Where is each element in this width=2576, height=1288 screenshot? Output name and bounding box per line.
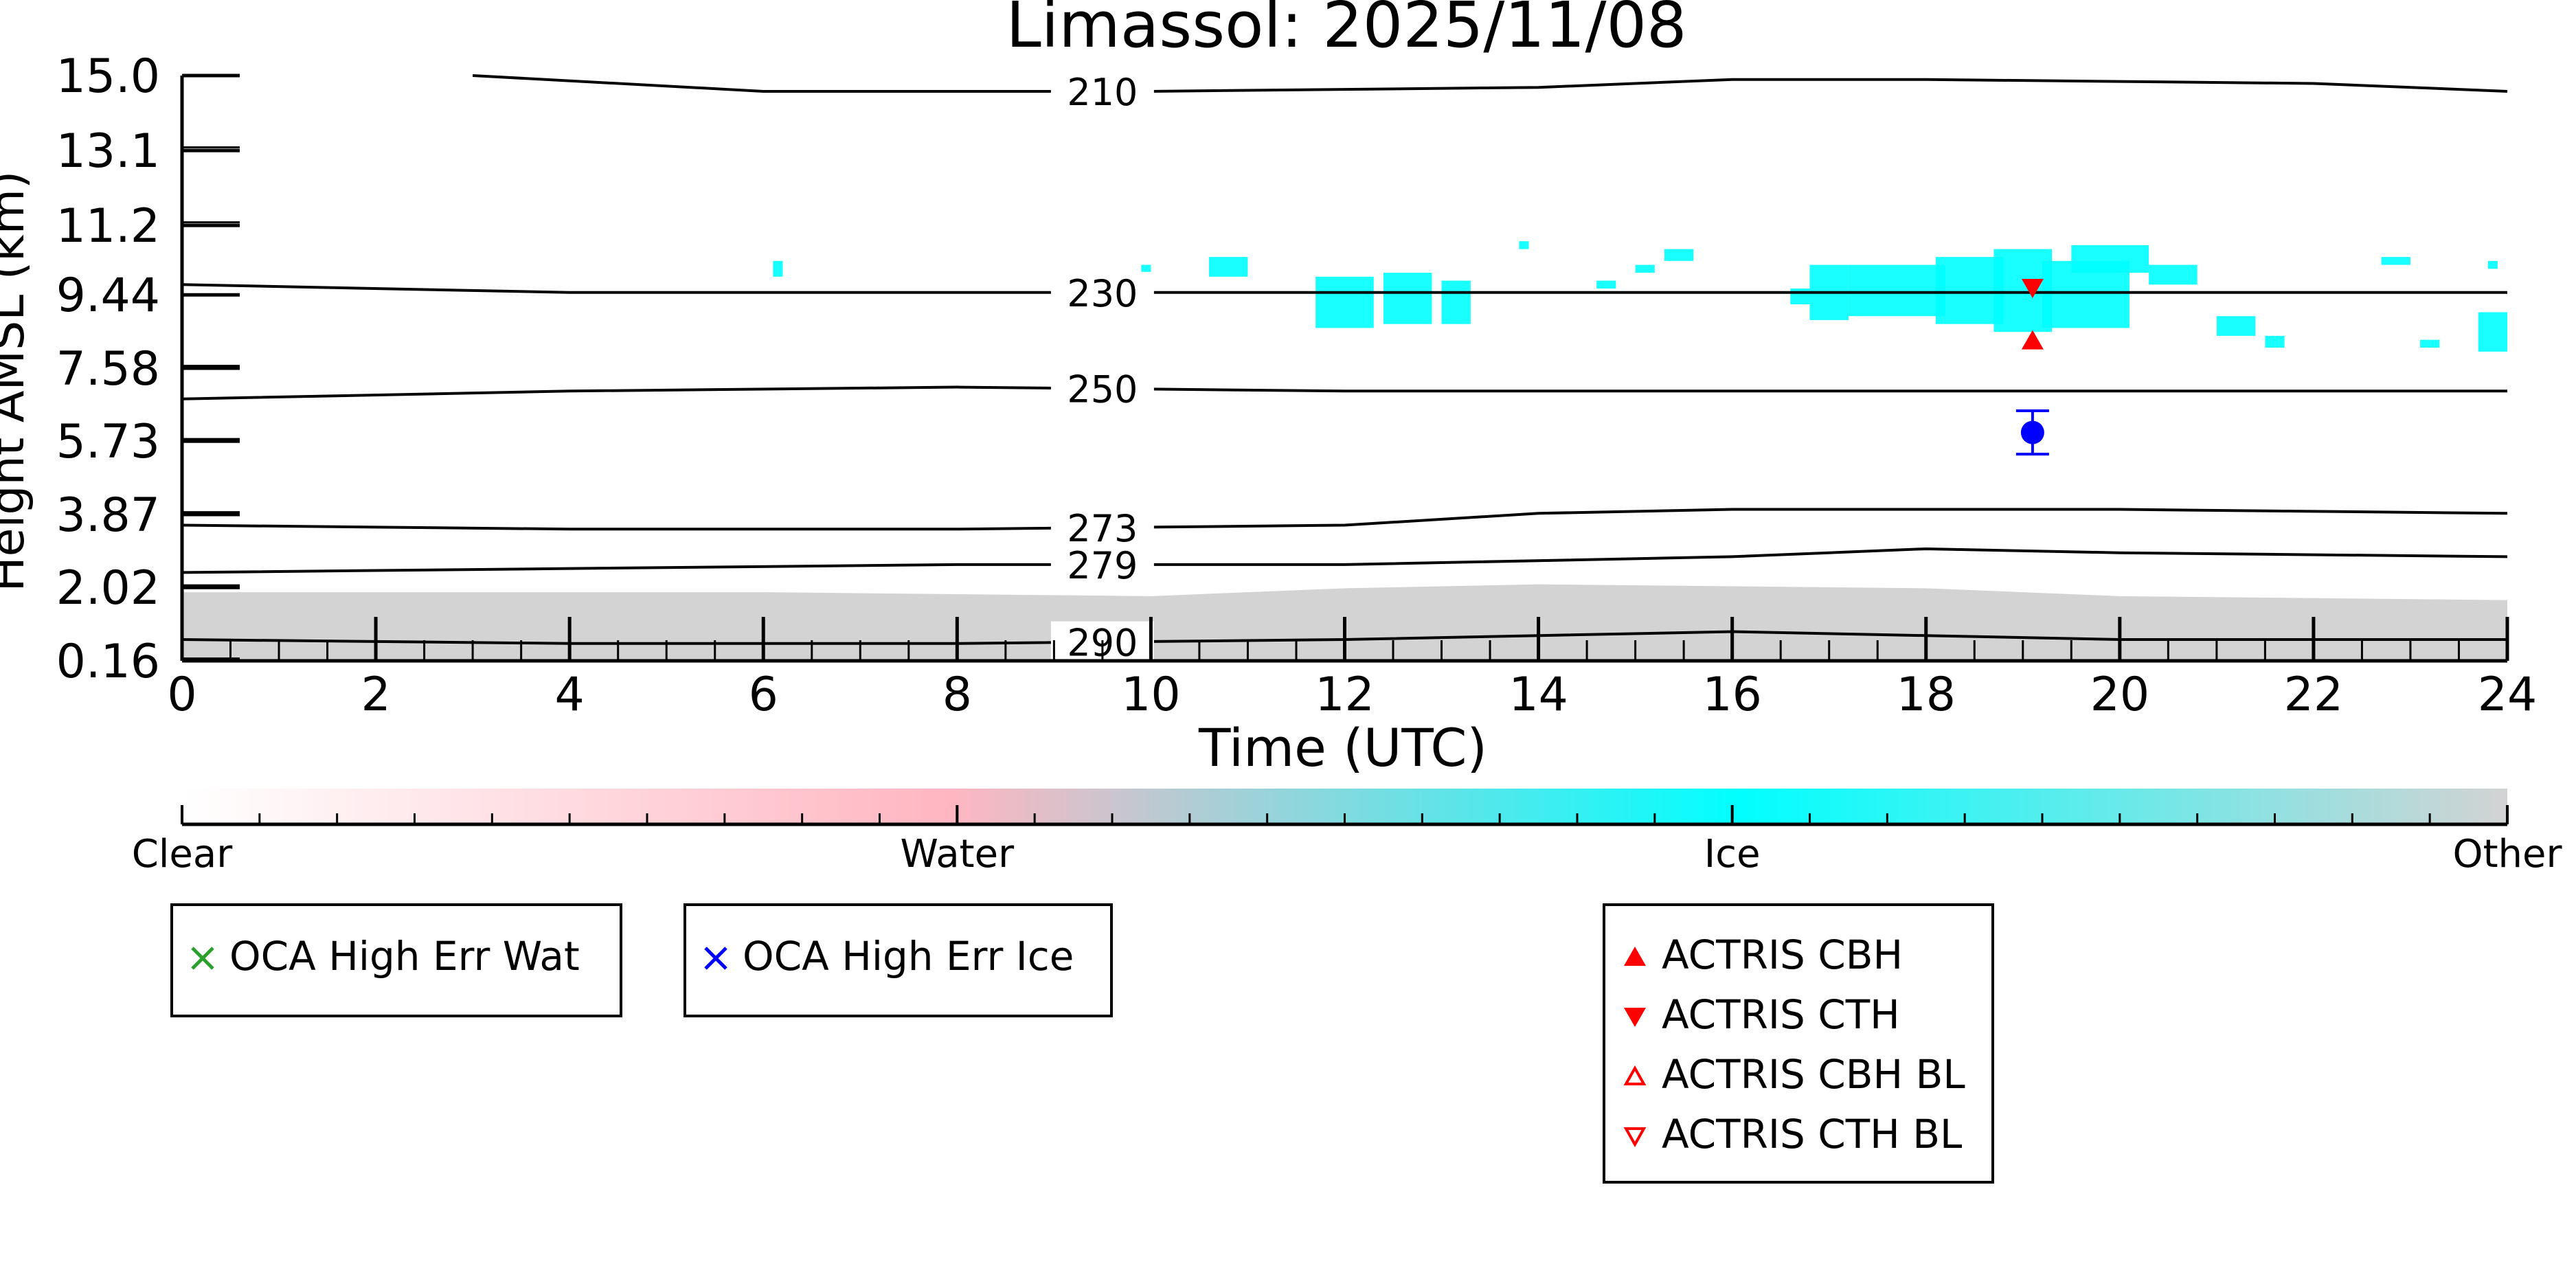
ice-cloud-patch xyxy=(1935,257,2004,324)
actris-cth-marker xyxy=(2021,279,2044,299)
legend-entry: ACTRIS CTH BL xyxy=(1619,1114,1991,1154)
legend-entry: OCA High Err Ice xyxy=(700,936,1110,976)
contour-label-bg xyxy=(1050,543,1154,585)
colorbar-label: Water xyxy=(901,832,1015,877)
contour-label-279: 279 xyxy=(1067,544,1138,587)
y-tick-label: 11.2 xyxy=(56,199,160,253)
triangle-up-open-icon xyxy=(1619,1059,1651,1090)
ice-cloud-patch xyxy=(2216,316,2256,336)
contour-label-250: 250 xyxy=(1067,368,1138,411)
x-tick-label: 6 xyxy=(749,668,778,722)
legend-label: ACTRIS CTH BL xyxy=(1662,1111,1963,1157)
y-tick-label: 2.02 xyxy=(56,561,160,615)
temperature-contour-273 xyxy=(181,508,2508,531)
x-tick-label: 24 xyxy=(2478,668,2538,722)
x-tick-label: 16 xyxy=(1702,668,1762,722)
x-cross-icon xyxy=(700,940,732,972)
chart-title: Limassol: 2025/11/08 xyxy=(1006,0,1686,62)
ice-cloud-patch xyxy=(2071,245,2149,273)
x-tick-label: 2 xyxy=(361,668,390,722)
legend-oca-ice: OCA High Err Ice xyxy=(683,903,1113,1017)
contour-label-bg xyxy=(1050,368,1154,409)
temperature-contour-250 xyxy=(181,385,2507,400)
contour-label-bg xyxy=(1050,507,1154,549)
triangle-down-filled-icon xyxy=(1619,999,1651,1030)
temperature-contour-279 xyxy=(181,547,2508,574)
legend-entry: ACTRIS CTH xyxy=(1619,995,1991,1035)
legend-label: ACTRIS CBH xyxy=(1662,931,1903,978)
x-tick-label: 14 xyxy=(1509,668,1568,722)
legend-oca-water: OCA High Err Wat xyxy=(170,903,622,1017)
ice-cloud-patch xyxy=(1635,264,1655,273)
x-tick-label: 18 xyxy=(1896,668,1956,722)
ice-cloud-patch xyxy=(1848,264,1945,317)
legend-label: OCA High Err Wat xyxy=(229,933,580,980)
ice-cloud-patch xyxy=(1383,273,1432,324)
ice-cloud-patch xyxy=(1315,276,1374,328)
ice-cloud-patch xyxy=(2381,257,2410,265)
y-tick-label: 0.16 xyxy=(56,635,160,689)
ice-cloud-patch xyxy=(2487,260,2498,269)
ice-cloud-patch xyxy=(2149,264,2197,285)
ice-cloud-patch xyxy=(2420,339,2440,348)
x-tick-label: 0 xyxy=(167,668,196,722)
temperature-contour-210 xyxy=(473,74,2508,93)
y-tick-label: 15.0 xyxy=(56,49,160,104)
x-tick-label: 22 xyxy=(2284,668,2344,722)
y-tick-label: 13.1 xyxy=(56,124,160,179)
colorbar-label: Clear xyxy=(132,832,233,877)
legend-entry: ACTRIS CBH xyxy=(1619,935,1991,975)
colorbar: Clear Water Ice Other xyxy=(132,789,2562,877)
actris-cbh-marker xyxy=(2021,330,2044,350)
oca-marker xyxy=(2020,420,2044,444)
y-axis-label: Height AMSL (km) xyxy=(0,171,35,592)
contour-label-273: 273 xyxy=(1067,507,1138,550)
contour-label-bg xyxy=(1050,271,1154,313)
legend-actris: ACTRIS CBH ACTRIS CTH ACTRIS CBH BL ACTRIS … xyxy=(1603,903,1994,1184)
x-tick-label: 8 xyxy=(942,668,972,722)
ice-cloud-patch xyxy=(1519,241,1529,249)
contour-label-bg xyxy=(1050,70,1154,112)
ice-cloud-patch xyxy=(1441,280,1471,324)
contour-label-210: 210 xyxy=(1067,71,1138,114)
colorbar-label: Other xyxy=(2452,832,2562,877)
legend-label: ACTRIS CBH BL xyxy=(1662,1051,1965,1098)
legend-label: ACTRIS CTH xyxy=(1662,991,1900,1038)
ice-cloud-patch xyxy=(2478,312,2507,352)
legend-entry: ACTRIS CBH BL xyxy=(1619,1054,1991,1094)
ice-cloud-patch xyxy=(1209,257,1248,277)
triangle-up-filled-icon xyxy=(1619,939,1651,971)
temperature-contour-230 xyxy=(181,283,2507,294)
colorbar-label: Ice xyxy=(1704,832,1761,877)
x-tick-label: 10 xyxy=(1121,668,1181,722)
x-tick-label: 4 xyxy=(555,668,585,722)
y-tick-label: 3.87 xyxy=(56,488,160,543)
contour-label-230: 230 xyxy=(1067,272,1138,315)
legend-label: OCA High Err Ice xyxy=(743,933,1074,980)
y-tick-label: 9.44 xyxy=(56,269,160,323)
ice-cloud-patch xyxy=(1664,249,1694,261)
ice-cloud-patch xyxy=(773,260,783,277)
y-tick-label: 5.73 xyxy=(56,415,160,469)
ice-cloud-patch xyxy=(1790,289,1810,304)
y-tick-label: 7.58 xyxy=(56,342,160,396)
x-cross-icon xyxy=(187,940,218,972)
x-tick-label: 12 xyxy=(1315,668,1375,722)
triangle-down-open-icon xyxy=(1619,1118,1651,1150)
ice-cloud-patch xyxy=(1596,280,1616,289)
legend-entry: OCA High Err Wat xyxy=(187,936,620,976)
ice-cloud-patch xyxy=(2265,335,2285,348)
x-axis-label: Time (UTC) xyxy=(1198,717,1487,778)
x-tick-label: 20 xyxy=(2090,668,2150,722)
